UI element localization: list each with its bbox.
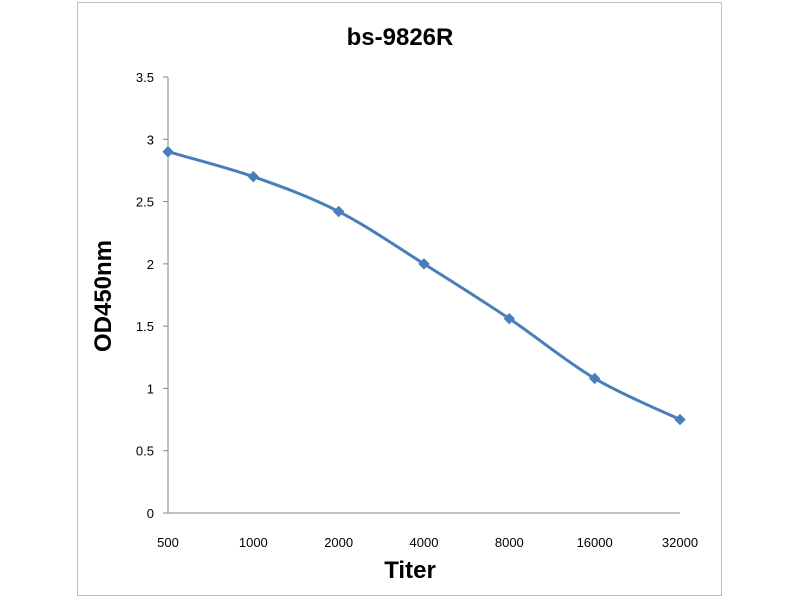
y-axis: 0 0.5 1 1.5 2 2.5 3 3.5 bbox=[136, 70, 169, 521]
y-tick-label: 1.5 bbox=[136, 319, 154, 334]
y-tick-label: 3 bbox=[147, 132, 154, 147]
data-point bbox=[247, 170, 260, 183]
data-point bbox=[418, 258, 430, 270]
data-point bbox=[332, 205, 345, 218]
series-layer bbox=[162, 146, 686, 426]
series-line bbox=[167, 150, 681, 421]
data-point bbox=[162, 146, 174, 158]
x-tick-label: 16000 bbox=[577, 535, 613, 550]
data-point bbox=[503, 312, 516, 325]
x-tick-label: 8000 bbox=[495, 535, 524, 550]
data-point bbox=[674, 413, 686, 426]
x-tick-label: 4000 bbox=[410, 535, 439, 550]
y-tick-label: 2.5 bbox=[136, 195, 154, 210]
y-tick-label: 2 bbox=[147, 257, 154, 272]
x-tick-label: 2000 bbox=[324, 535, 353, 550]
y-tick-label: 1 bbox=[147, 381, 154, 396]
y-tick-label: 0 bbox=[147, 506, 154, 521]
data-point bbox=[588, 372, 601, 385]
y-tick-label: 0.5 bbox=[136, 444, 154, 459]
chart-title: bs-9826R bbox=[347, 24, 454, 51]
y-tick-label: 3.5 bbox=[136, 70, 154, 85]
x-axis-title: Titer bbox=[384, 557, 436, 584]
x-tick-label: 500 bbox=[157, 535, 179, 550]
chart-frame bbox=[77, 2, 722, 596]
y-axis-title: OD450nm bbox=[90, 240, 117, 352]
x-tick-label: 32000 bbox=[662, 535, 698, 550]
x-tick-label: 1000 bbox=[239, 535, 268, 550]
x-axis: 500 1000 2000 4000 8000 16000 32000 bbox=[157, 512, 698, 550]
